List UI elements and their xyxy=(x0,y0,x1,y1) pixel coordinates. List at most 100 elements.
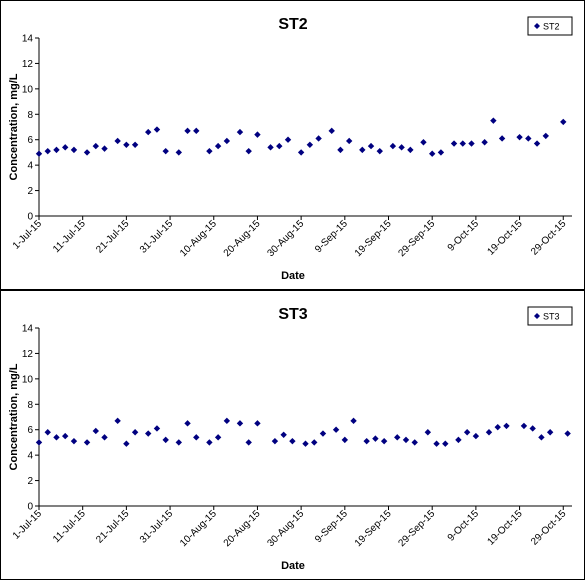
data-point xyxy=(276,142,283,150)
data-point xyxy=(481,139,488,146)
y-tick-label: 10 xyxy=(22,374,34,385)
data-point xyxy=(184,420,191,427)
data-point xyxy=(455,436,462,444)
data-point xyxy=(245,439,252,446)
data-point xyxy=(420,139,427,146)
data-point xyxy=(345,137,353,145)
x-tick-label: 1-Jul-15 xyxy=(11,508,45,542)
data-point xyxy=(389,142,397,150)
data-point xyxy=(223,137,231,145)
data-point xyxy=(542,132,549,140)
data-point xyxy=(267,144,274,151)
y-tick-label: 0 xyxy=(27,502,33,513)
data-point xyxy=(402,436,410,444)
x-tick-label: 21-Jul-15 xyxy=(94,218,132,256)
data-point xyxy=(463,429,471,436)
y-tick-label: 6 xyxy=(27,135,33,146)
data-point xyxy=(206,439,213,446)
y-tick-label: 12 xyxy=(22,349,34,360)
x-tick-label: 11-Jul-15 xyxy=(51,508,88,545)
data-point xyxy=(341,436,349,444)
data-point xyxy=(380,437,388,445)
data-point xyxy=(546,429,554,436)
data-point xyxy=(468,140,475,147)
x-tick-label: 20-Aug-15 xyxy=(222,218,263,259)
data-point xyxy=(516,133,523,141)
data-point xyxy=(337,146,344,154)
data-point xyxy=(53,434,60,441)
chart-st3: ST3 0 2 4 6 8 10 12 14 1-Jul-15 11-Jul-15 21-Jul-15… xyxy=(8,306,573,572)
data-point xyxy=(311,439,318,446)
y-tick-label: 10 xyxy=(22,84,34,95)
x-tick-label: 19-Sep-15 xyxy=(353,508,394,549)
data-point xyxy=(236,128,244,136)
data-point xyxy=(433,440,440,447)
data-point xyxy=(359,146,366,154)
legend-label: ST2 xyxy=(543,22,560,32)
data-point xyxy=(214,434,222,441)
x-tick-label: 9-Sep-15 xyxy=(313,218,350,255)
data-point xyxy=(114,417,121,425)
data-point xyxy=(428,150,436,157)
data-point xyxy=(236,420,244,427)
data-point xyxy=(254,420,261,427)
data-point xyxy=(363,437,370,445)
data-point xyxy=(450,140,458,147)
data-point xyxy=(485,429,493,436)
data-point xyxy=(101,145,108,152)
x-tick-label: 30-Aug-15 xyxy=(265,218,306,259)
data-point xyxy=(315,135,322,142)
data-point xyxy=(560,118,567,126)
data-point xyxy=(53,146,60,154)
data-point xyxy=(442,440,449,447)
y-tick-label: 8 xyxy=(27,400,33,411)
data-point xyxy=(503,422,510,430)
data-point xyxy=(350,417,357,425)
x-tick-label: 1-Jul-15 xyxy=(11,218,45,252)
chart-panel-st3: ST3 0 2 4 6 8 10 12 14 1-Jul-15 11-Jul-15 21-Jul-15… xyxy=(0,290,585,580)
data-point xyxy=(145,430,152,437)
data-point xyxy=(394,434,401,441)
x-tick-label: 10-Aug-15 xyxy=(178,218,219,259)
data-point xyxy=(153,126,161,133)
data-point xyxy=(131,141,139,148)
data-point xyxy=(529,425,536,432)
data-point xyxy=(123,440,130,447)
data-point xyxy=(114,137,121,145)
data-point xyxy=(184,127,191,135)
data-point xyxy=(162,436,169,444)
x-tick-label: 10-Aug-15 xyxy=(178,508,219,549)
data-point xyxy=(306,141,314,148)
data-point xyxy=(289,437,296,445)
y-tick-label: 4 xyxy=(27,451,33,462)
legend-box xyxy=(527,306,573,326)
data-point xyxy=(70,437,78,445)
data-point xyxy=(175,439,183,446)
legend-marker xyxy=(534,23,540,29)
data-point xyxy=(44,429,51,436)
data-point xyxy=(70,146,78,154)
y-tick-label: 8 xyxy=(27,110,33,121)
y-axis-label: Concentration, mg/L xyxy=(8,73,20,180)
y-tick-label: 0 xyxy=(27,212,33,223)
data-point xyxy=(538,434,545,441)
x-tick-label: 9-Oct-15 xyxy=(446,508,482,544)
x-tick-label: 29-Sep-15 xyxy=(397,508,438,549)
legend-label: ST3 xyxy=(543,312,560,322)
chart-title: ST3 xyxy=(278,306,307,323)
data-point xyxy=(424,429,432,436)
data-point xyxy=(123,141,130,148)
data-point xyxy=(520,422,528,430)
data-point xyxy=(83,439,91,446)
chart-title: ST2 xyxy=(278,16,307,33)
data-point xyxy=(332,426,340,433)
data-point xyxy=(525,135,532,142)
x-tick-label: 20-Aug-15 xyxy=(222,508,263,549)
data-point xyxy=(328,127,335,135)
x-tick-label: 29-Oct-15 xyxy=(529,218,569,258)
data-point xyxy=(367,142,375,150)
data-point xyxy=(271,437,279,445)
x-tick-label: 19-Oct-15 xyxy=(485,508,525,548)
data-point xyxy=(92,427,99,435)
data-point xyxy=(302,440,309,447)
